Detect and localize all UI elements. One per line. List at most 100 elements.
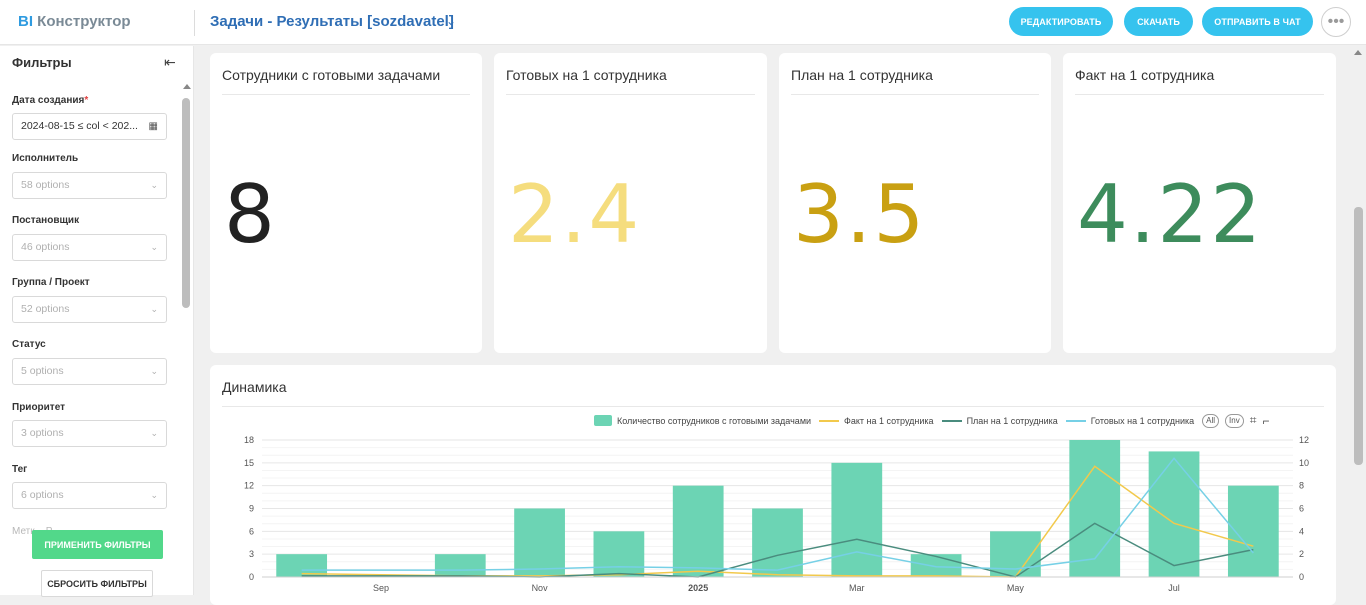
y-left-tick-label: 0 xyxy=(249,572,254,582)
select-placeholder: 58 options xyxy=(21,179,70,191)
chart-title: Динамика xyxy=(222,379,287,395)
y-right-tick-label: 8 xyxy=(1299,481,1304,491)
chart-bar xyxy=(910,554,962,577)
tag-select[interactable]: 6 options ⌄ xyxy=(12,482,167,509)
dynamics-chart-card: Динамика Количество сотрудников с готовы… xyxy=(210,365,1336,605)
kpi-value: 2.4 xyxy=(508,168,642,261)
filter-label-status: Статус xyxy=(12,339,46,350)
app-logo[interactable]: BI Конструктор xyxy=(18,13,131,30)
kpi-value: 8 xyxy=(224,168,277,261)
edit-button[interactable]: РЕДАКТИРОВАТЬ xyxy=(1009,7,1113,36)
sidebar-scrollbar[interactable] xyxy=(182,98,190,308)
kpi-card-employees: Сотрудники с готовыми задачами 8 xyxy=(210,53,482,353)
legend-select-all-button[interactable]: All xyxy=(1202,413,1220,428)
filter-label-group: Группа / Проект xyxy=(12,277,90,288)
page-scrollbar[interactable] xyxy=(1354,207,1363,465)
header-divider xyxy=(194,10,195,36)
dashboard-title[interactable]: Задачи - Результаты [sozdavatel] xyxy=(210,13,454,30)
collapse-sidebar-icon[interactable]: ⇤ xyxy=(164,54,176,70)
reset-filters-button[interactable]: СБРОСИТЬ ФИЛЬТРЫ xyxy=(41,570,153,597)
chevron-down-icon[interactable]: ⌄ xyxy=(446,14,457,28)
kpi-card-fact-per-employee: Факт на 1 сотрудника 4.22 xyxy=(1063,53,1336,353)
creator-select[interactable]: 46 options ⌄ xyxy=(12,234,167,261)
page-scroll-up-icon[interactable] xyxy=(1354,50,1362,55)
assignee-select[interactable]: 58 options ⌄ xyxy=(12,172,167,199)
kpi-title: Сотрудники с готовыми задачами xyxy=(222,67,441,83)
y-right-tick-label: 4 xyxy=(1299,526,1304,536)
x-tick-label: 2025 xyxy=(688,583,708,593)
filters-title: Фильтры xyxy=(12,55,72,70)
legend-invert-button[interactable]: Inv xyxy=(1225,413,1244,428)
date-range-input[interactable]: 2024-08-15 ≤ col < 202... ▦ xyxy=(12,113,167,140)
logo-bi: BI xyxy=(18,13,33,30)
chart-bar xyxy=(990,531,1041,577)
x-tick-label: May xyxy=(1007,583,1025,593)
y-left-tick-label: 6 xyxy=(249,526,254,536)
required-mark: * xyxy=(84,95,89,106)
kpi-value: 4.22 xyxy=(1077,168,1264,261)
kpi-title: Готовых на 1 сотрудника xyxy=(506,67,667,83)
scroll-up-arrow-icon[interactable] xyxy=(183,84,191,89)
legend-item-bar[interactable]: Количество сотрудников с готовыми задача… xyxy=(594,415,811,426)
top-header: BI Конструктор Задачи - Результаты [sozd… xyxy=(0,0,1366,45)
kpi-value: 3.5 xyxy=(793,168,927,261)
card-divider xyxy=(791,94,1039,95)
more-options-icon[interactable]: ••• xyxy=(1321,7,1351,37)
chart-legend: Количество сотрудников с готовыми задача… xyxy=(594,413,1276,428)
select-placeholder: 46 options xyxy=(21,241,70,253)
chart-bar xyxy=(672,485,724,577)
chart-bar xyxy=(1227,485,1279,577)
y-left-tick-label: 9 xyxy=(249,504,254,514)
legend-item-ready[interactable]: Готовых на 1 сотрудника xyxy=(1065,415,1195,426)
send-to-chat-button[interactable]: ОТПРАВИТЬ В ЧАТ xyxy=(1202,7,1313,36)
x-tick-label: Nov xyxy=(532,583,549,593)
status-select[interactable]: 5 options ⌄ xyxy=(12,358,167,385)
legend-label: Готовых на 1 сотрудника xyxy=(1090,415,1195,426)
y-right-tick-label: 6 xyxy=(1299,504,1304,514)
filter-label-creator: Постановщик xyxy=(12,215,80,226)
y-left-tick-label: 15 xyxy=(244,458,254,468)
chevron-down-icon: ⌄ xyxy=(150,366,158,376)
chart-bar xyxy=(593,531,645,577)
chart-bar xyxy=(1069,440,1121,577)
legend-swatch xyxy=(594,415,612,426)
select-placeholder: 52 options xyxy=(21,303,70,315)
calendar-icon: ▦ xyxy=(148,121,158,132)
x-tick-label: Mar xyxy=(849,583,865,593)
filter-label-created-date: Дата создания* xyxy=(12,95,88,106)
download-button[interactable]: СКАЧАТЬ xyxy=(1124,7,1193,36)
select-placeholder: 6 options xyxy=(21,489,64,501)
select-placeholder: 5 options xyxy=(21,365,64,377)
priority-select[interactable]: 3 options ⌄ xyxy=(12,420,167,447)
kpi-title: План на 1 сотрудника xyxy=(791,67,933,83)
legend-swatch xyxy=(819,419,840,422)
crop-icon[interactable]: ⌗ xyxy=(1249,413,1257,427)
group-select[interactable]: 52 options ⌄ xyxy=(12,296,167,323)
legend-item-fact[interactable]: Факт на 1 сотрудника xyxy=(819,416,934,426)
chevron-down-icon: ⌄ xyxy=(150,490,158,500)
chevron-down-icon: ⌄ xyxy=(150,180,158,190)
y-right-tick-label: 12 xyxy=(1299,435,1309,445)
chart-bar xyxy=(276,554,328,577)
y-right-tick-label: 2 xyxy=(1299,549,1304,559)
x-tick-label: Sep xyxy=(373,583,389,593)
y-left-tick-label: 18 xyxy=(244,435,254,445)
legend-item-plan[interactable]: План на 1 сотрудника xyxy=(941,415,1058,426)
legend-swatch xyxy=(1065,419,1086,422)
card-divider xyxy=(222,94,470,95)
kpi-card-ready-per-employee: Готовых на 1 сотрудника 2.4 xyxy=(494,53,767,353)
kpi-title: Факт на 1 сотрудника xyxy=(1075,67,1215,83)
apply-filters-button[interactable]: ПРИМЕНИТЬ ФИЛЬТРЫ xyxy=(32,530,163,559)
legend-label: Факт на 1 сотрудника xyxy=(844,415,934,426)
y-right-tick-label: 0 xyxy=(1299,572,1304,582)
chart-bar xyxy=(514,508,565,577)
legend-swatch xyxy=(941,419,962,422)
reset-zoom-icon[interactable]: ⌐ xyxy=(1262,413,1270,428)
legend-label: План на 1 сотрудника xyxy=(966,415,1058,426)
filters-sidebar: Фильтры ⇤ Дата создания* 2024-08-15 ≤ co… xyxy=(0,46,194,597)
chart-bar xyxy=(831,462,883,577)
select-placeholder: 3 options xyxy=(21,427,64,439)
card-divider xyxy=(222,406,1324,407)
filter-label-tag: Тег xyxy=(12,464,28,475)
legend-label: Количество сотрудников с готовыми задача… xyxy=(617,415,812,426)
